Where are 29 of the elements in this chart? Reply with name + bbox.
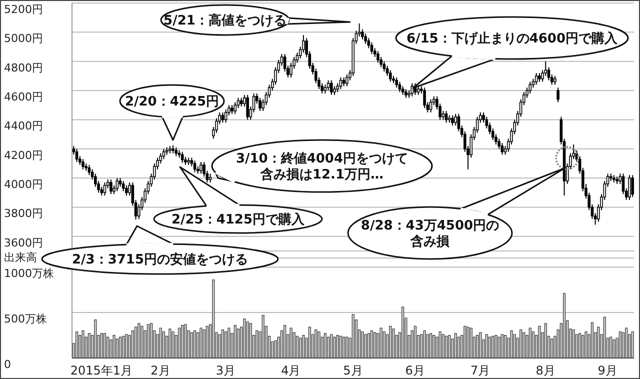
x-tick-label: 5月 bbox=[343, 364, 363, 378]
y-tick-label: 4800円 bbox=[4, 61, 43, 74]
y-tick-label: 0 bbox=[4, 358, 11, 371]
x-tick-label: 2015年1月 bbox=[70, 364, 133, 378]
x-tick-label: 3月 bbox=[216, 364, 236, 378]
annotation: 5/21：高値をつける bbox=[164, 12, 286, 28]
y-tick-label: 5000円 bbox=[4, 32, 43, 46]
y-tick-label: 4000円 bbox=[4, 178, 43, 192]
y-tick-label: 1000万株 bbox=[4, 267, 54, 280]
x-tick-label: 2月 bbox=[150, 364, 170, 378]
x-tick-label: 7月 bbox=[470, 364, 490, 378]
y-tick-label: 4200円 bbox=[4, 148, 43, 162]
x-tick-label: 4月 bbox=[281, 364, 301, 378]
annotation: 2/25：4125円で購入 bbox=[171, 212, 306, 228]
y-axis-title: 出来高 bbox=[4, 250, 37, 265]
y-tick-label: 4600円 bbox=[4, 90, 43, 104]
annotation: 8/28：43万4500円の含み損 bbox=[360, 218, 500, 250]
y-tick-label: 4400円 bbox=[4, 120, 43, 133]
y-tick-label: 3600円 bbox=[4, 236, 43, 250]
annotation: 2/20：4225円 bbox=[124, 94, 220, 110]
annotation: 2/3：3715円の安値をつける bbox=[72, 252, 248, 268]
annotation: 6/15：下げ止まりの4600円で購入 bbox=[406, 30, 619, 46]
y-tick-label: 500万株 bbox=[4, 312, 47, 326]
x-tick-label: 8月 bbox=[536, 364, 556, 378]
y-tick-label: 5200円 bbox=[4, 3, 43, 16]
annotation: 3/10：終値4004円をつけて含み損は12.1万円… bbox=[236, 152, 408, 182]
y-tick-label: 3800円 bbox=[4, 207, 43, 220]
x-tick-label: 6月 bbox=[405, 364, 425, 378]
x-tick-label: 9月 bbox=[598, 364, 618, 378]
